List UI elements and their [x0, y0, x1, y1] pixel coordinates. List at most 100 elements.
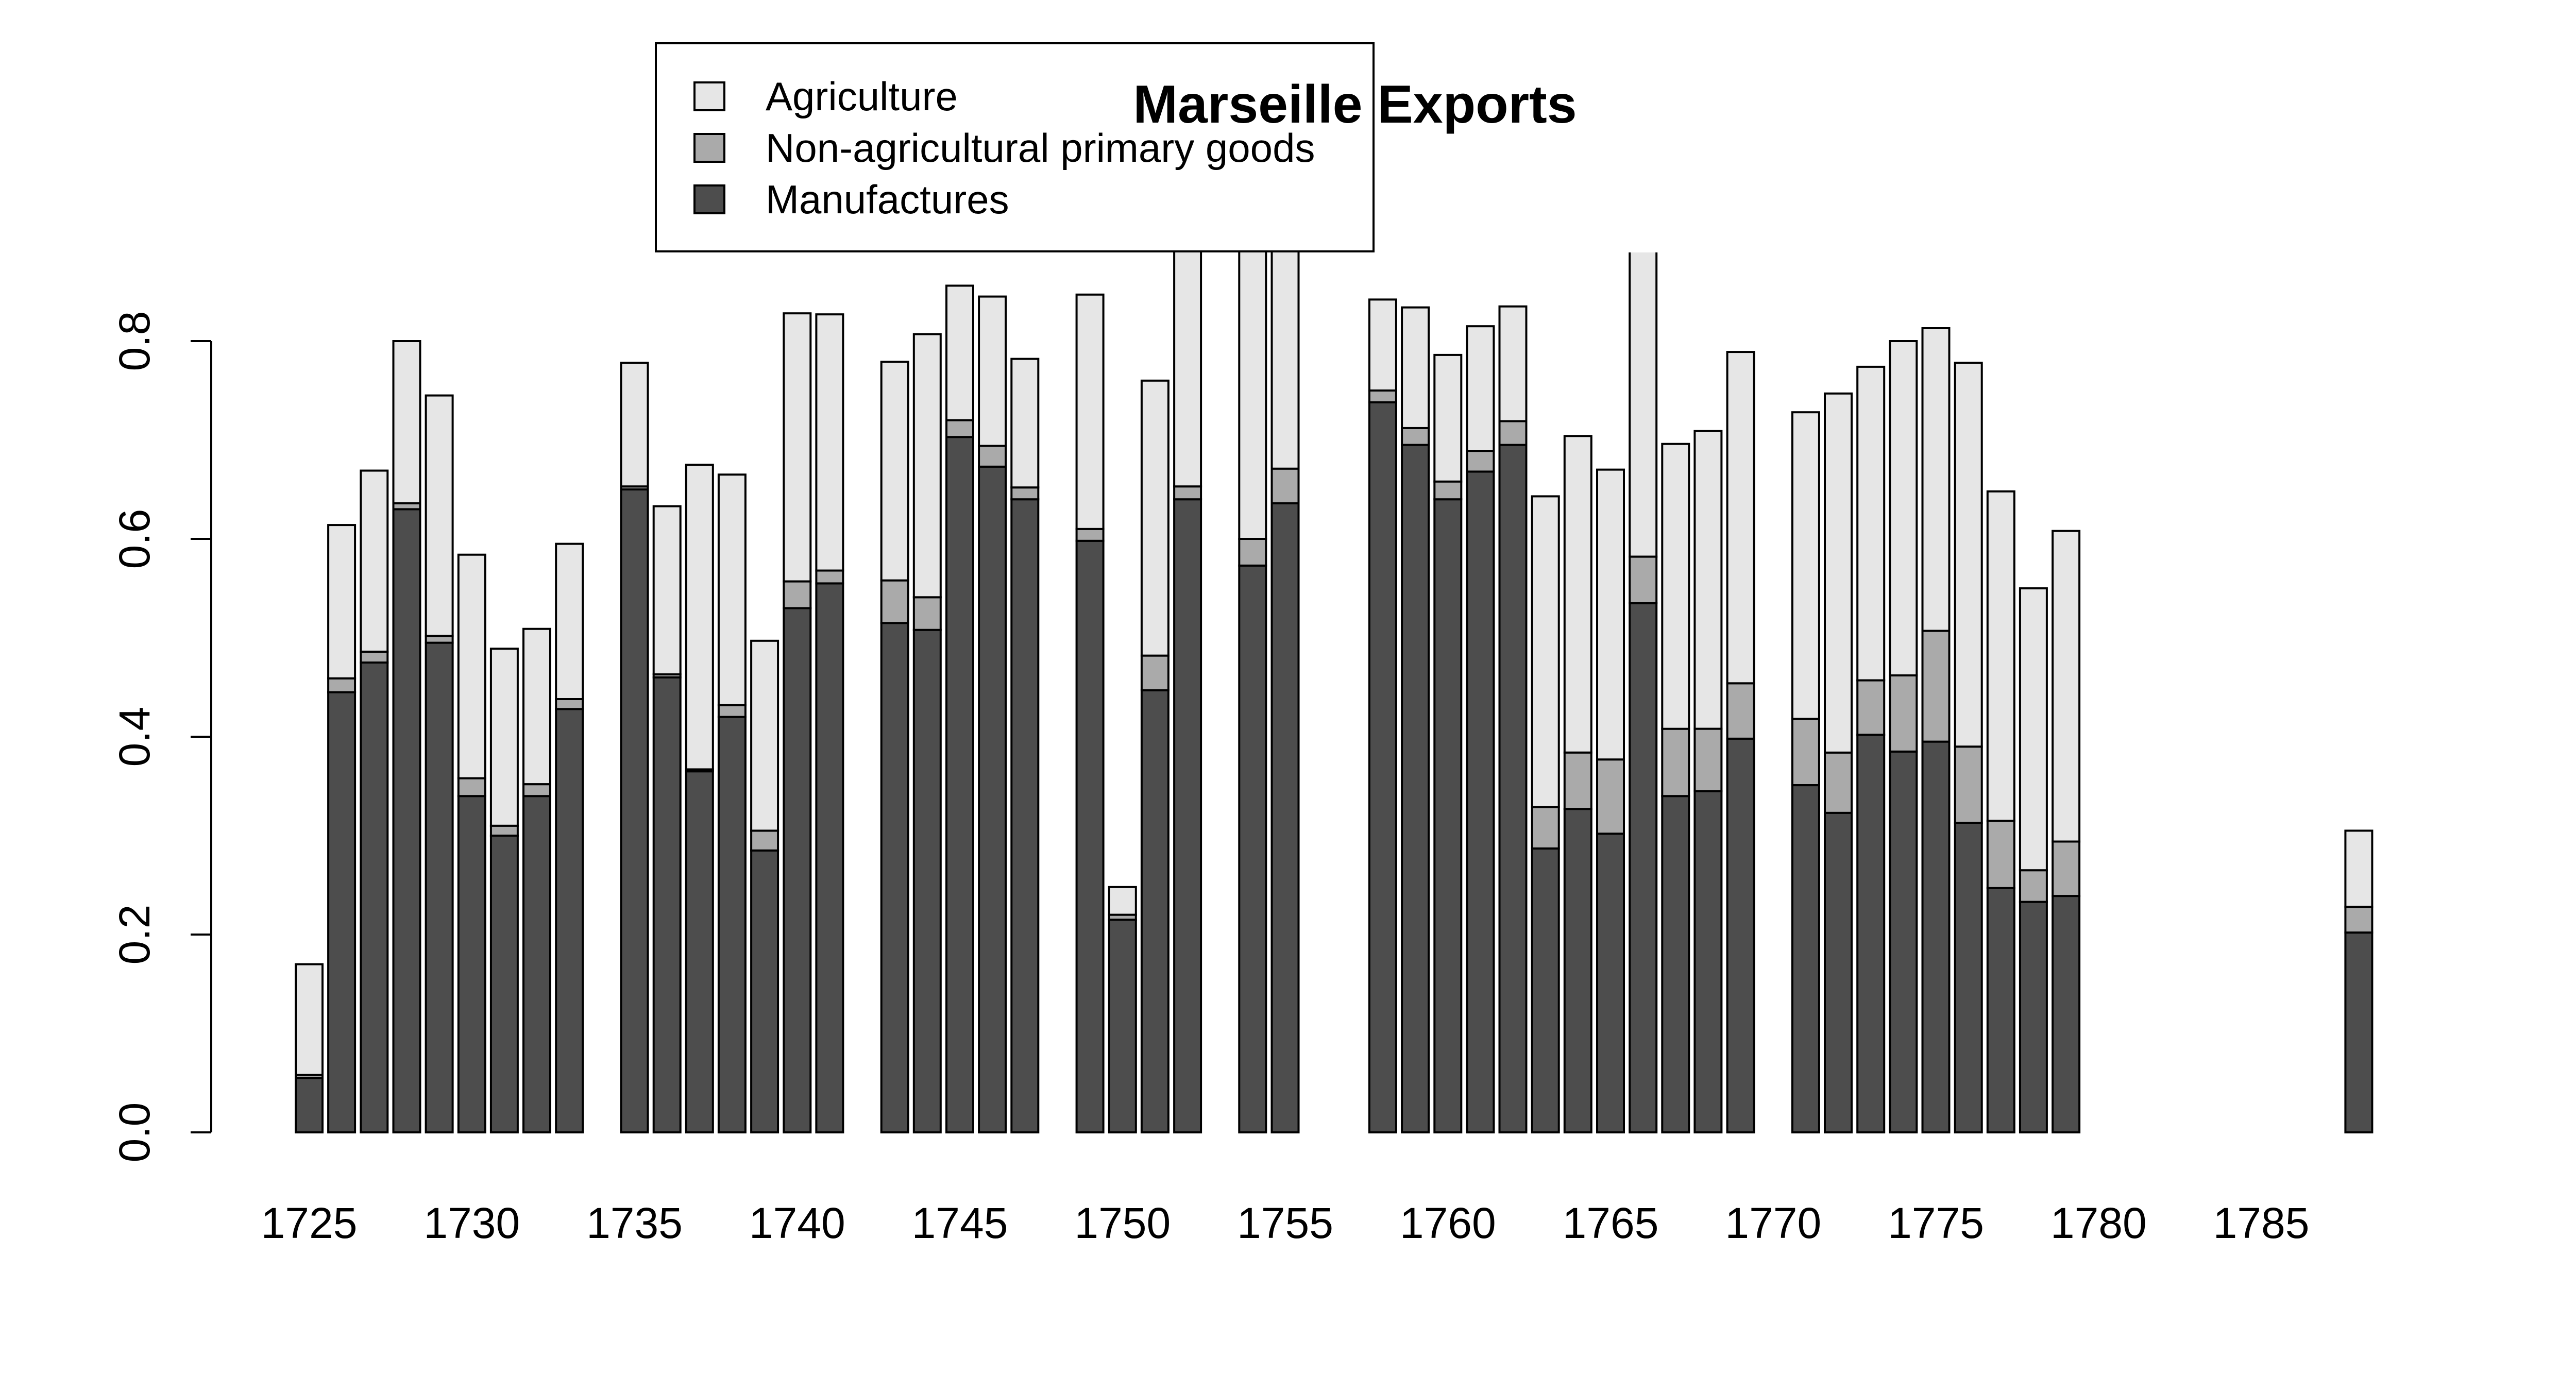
bar-manufactures-1767: [1661, 795, 1690, 1133]
bar-non-agricultural-1769: [1726, 682, 1755, 740]
bar-non-agricultural-1762: [1498, 420, 1528, 446]
bar-non-agricultural-1751: [1140, 654, 1170, 691]
bar-manufactures-1730: [457, 795, 486, 1133]
chart-title: Marseille Exports: [1133, 75, 1577, 134]
bar-agriculture-1773: [1856, 365, 1886, 682]
bar-non-agricultural-1776: [1954, 745, 1983, 824]
bar-agriculture-1764: [1563, 435, 1592, 754]
bar-manufactures-1750: [1108, 919, 1137, 1133]
x-tick-label: 1730: [423, 1199, 520, 1247]
bar-agriculture-1775: [1921, 327, 1951, 632]
bar-non-agricultural-1779: [2052, 840, 2081, 897]
bar-manufactures-1763: [1531, 847, 1560, 1133]
bar-manufactures-1762: [1498, 444, 1528, 1133]
bar-agriculture-1779: [2052, 530, 2081, 843]
bar-manufactures-1741: [815, 582, 844, 1133]
bar-non-agricultural-1732: [522, 783, 551, 798]
bar-manufactures-1747: [1010, 498, 1040, 1134]
bar-manufactures-1759: [1401, 444, 1430, 1133]
bar-agriculture-1760: [1433, 353, 1463, 483]
bar-agriculture-1772: [1824, 392, 1853, 754]
x-tick-label: 1760: [1400, 1199, 1496, 1247]
bar-manufactures-1771: [1791, 784, 1820, 1133]
bar-non-agricultural-1765: [1596, 758, 1625, 835]
bar-non-agricultural-1766: [1629, 555, 1658, 604]
bar-agriculture-1754: [1238, 252, 1267, 540]
bar-agriculture-1741: [815, 313, 844, 572]
bar-agriculture-1776: [1954, 362, 1983, 748]
bar-manufactures-1775: [1921, 740, 1951, 1133]
bar-agriculture-1730: [457, 553, 486, 779]
x-tick-label: 1765: [1563, 1199, 1659, 1247]
bar-non-agricultural-1754: [1238, 538, 1267, 567]
x-tick-label: 1780: [2050, 1199, 2147, 1247]
bar-non-agricultural-1733: [555, 698, 584, 710]
legend-swatch-non-agricultural: [693, 133, 725, 163]
bar-manufactures-1735: [620, 488, 649, 1133]
y-tick-label: 0.8: [110, 311, 159, 371]
bar-agriculture-1761: [1466, 325, 1495, 452]
bar-agriculture-1774: [1889, 340, 1918, 676]
x-tick-label: 1725: [261, 1199, 358, 1247]
bar-manufactures-1768: [1693, 790, 1723, 1133]
bar-manufactures-1727: [360, 661, 389, 1133]
bar-agriculture-1778: [2019, 587, 2048, 872]
x-tick-label: 1785: [2213, 1199, 2310, 1247]
bar-manufactures-1773: [1856, 734, 1886, 1133]
bar-agriculture-1769: [1726, 351, 1755, 685]
bar-non-agricultural-1777: [1986, 820, 2015, 889]
bar-agriculture-1729: [425, 394, 454, 637]
bar-agriculture-1765: [1596, 468, 1625, 761]
bar-agriculture-1745: [945, 284, 974, 421]
x-tick-label: 1740: [749, 1199, 845, 1247]
bar-agriculture-1739: [750, 639, 779, 832]
bar-manufactures-1746: [978, 465, 1007, 1133]
bar-non-agricultural-1749: [1075, 528, 1105, 542]
bar-agriculture-1732: [522, 627, 551, 786]
bar-non-agricultural-1745: [945, 419, 974, 438]
bar-non-agricultural-1760: [1433, 480, 1463, 501]
y-tick-label: 0.0: [110, 1102, 159, 1163]
bar-manufactures-1751: [1140, 689, 1170, 1134]
bar-non-agricultural-1774: [1889, 674, 1918, 753]
legend-label-agriculture: Agriculture: [766, 74, 958, 119]
bar-manufactures-1760: [1433, 498, 1463, 1134]
y-tick-label: 0.4: [110, 707, 159, 767]
legend-label-manufactures: Manufactures: [766, 177, 1009, 222]
bar-manufactures-1766: [1629, 602, 1658, 1133]
bar-manufactures-1754: [1238, 564, 1267, 1133]
bar-manufactures-1725: [295, 1077, 324, 1133]
bar-non-agricultural-1788: [2344, 906, 2374, 934]
bar-non-agricultural-1730: [457, 777, 486, 798]
x-tick-label: 1775: [1888, 1199, 1984, 1247]
bar-agriculture-1747: [1010, 358, 1040, 489]
bars-group: [295, 252, 2374, 1134]
bar-non-agricultural-1747: [1010, 486, 1040, 501]
bar-non-agricultural-1731: [489, 824, 519, 837]
legend-swatch-manufactures: [693, 184, 725, 214]
bar-agriculture-1743: [880, 361, 909, 582]
bar-non-agricultural-1778: [2019, 869, 2048, 903]
bar-agriculture-1767: [1661, 443, 1690, 730]
x-tick-label: 1755: [1237, 1199, 1333, 1247]
bar-manufactures-1736: [652, 676, 682, 1134]
bar-manufactures-1738: [717, 716, 747, 1133]
bar-non-agricultural-1773: [1856, 679, 1886, 736]
bar-non-agricultural-1727: [360, 650, 389, 664]
y-axis: 0.0 0.2 0.4 0.6 0.8: [110, 311, 212, 1163]
bar-manufactures-1744: [912, 629, 942, 1133]
bar-manufactures-1769: [1726, 737, 1755, 1134]
legend-frame: [655, 42, 1375, 252]
bar-non-agricultural-1729: [425, 635, 454, 644]
bar-non-agricultural-1763: [1531, 806, 1560, 850]
bar-manufactures-1774: [1889, 750, 1918, 1134]
bar-non-agricultural-1758: [1368, 389, 1397, 403]
bar-manufactures-1749: [1075, 539, 1105, 1133]
bar-non-agricultural-1755: [1270, 467, 1300, 504]
legend: Agriculture Non-agricultural primary goo…: [655, 42, 1375, 252]
bar-agriculture-1746: [978, 295, 1007, 447]
bar-agriculture-1749: [1075, 293, 1105, 530]
bar-manufactures-1776: [1954, 822, 1983, 1133]
bar-agriculture-1737: [685, 464, 714, 771]
bar-non-agricultural-1761: [1466, 450, 1495, 473]
